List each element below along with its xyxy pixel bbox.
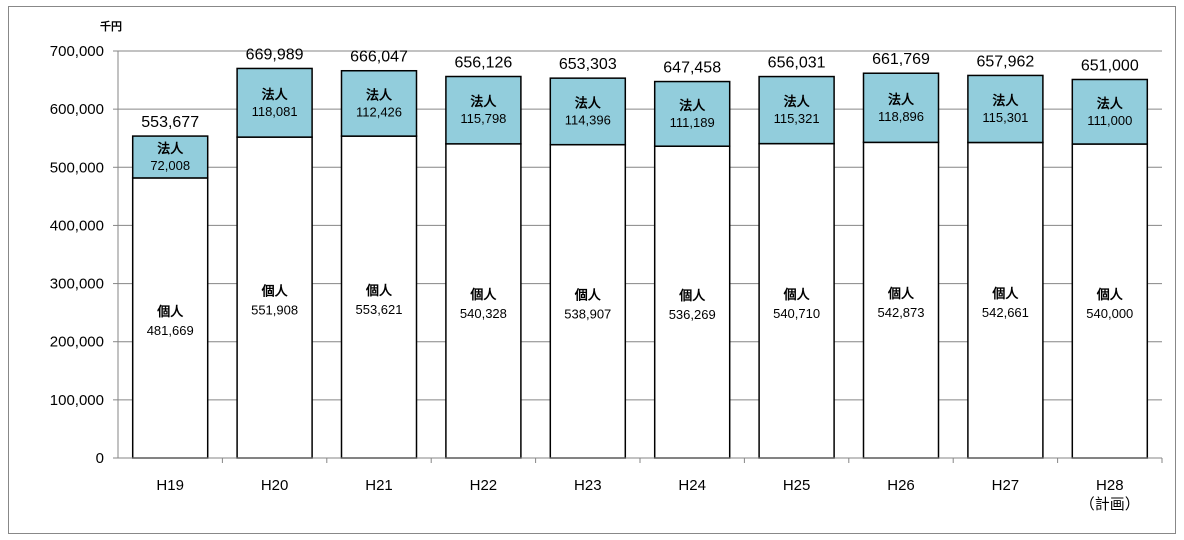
segment-name-label: 法人	[992, 93, 1019, 109]
data-label: 542,661	[982, 305, 1029, 320]
y-axis-unit-label: 千円	[100, 19, 122, 33]
total-label: 666,047	[350, 49, 408, 66]
x-tick-label: H27	[992, 477, 1020, 494]
bar-segment-kojin	[340, 135, 418, 459]
data-label: 118,081	[252, 104, 298, 119]
bar-segment-hojin	[758, 75, 835, 145]
x-tick-sublabel: （計画）	[1080, 496, 1140, 513]
segment-name-label: 法人	[679, 98, 706, 114]
y-tick-label: 500,000	[50, 159, 104, 176]
data-label: 551,908	[251, 303, 298, 318]
data-label: 111,189	[670, 115, 715, 130]
data-label: 115,301	[982, 110, 1028, 125]
bars: 法人72,008個人481,669553,677法人118,081個人551,9…	[131, 46, 1149, 459]
segment-name-label: 法人	[784, 94, 811, 110]
data-label: 114,396	[565, 112, 611, 127]
total-label: 656,031	[768, 55, 826, 72]
data-label: 542,873	[878, 305, 925, 320]
total-label: 661,769	[872, 51, 930, 68]
bar-segment-hojin	[653, 80, 731, 147]
segment-name-label: 個人	[1096, 287, 1124, 303]
total-label: 553,677	[141, 114, 199, 131]
segment-name-label: 個人	[991, 286, 1019, 302]
bar-segment-kojin	[1071, 143, 1149, 459]
total-label: 657,962	[976, 53, 1034, 70]
segment-name-label: 法人	[262, 87, 289, 103]
data-label: 111,000	[1087, 113, 1132, 128]
x-tick-label: H24	[678, 477, 706, 494]
bar-segment-kojin	[653, 145, 731, 459]
x-tick-label: H22	[470, 477, 498, 494]
segment-name-label: 個人	[469, 287, 497, 303]
total-label: 669,989	[246, 46, 304, 63]
data-label: 115,321	[774, 111, 820, 126]
segment-name-label: 法人	[1097, 96, 1124, 112]
data-label: 540,000	[1086, 306, 1133, 321]
y-tick-label: 600,000	[50, 101, 104, 118]
y-tick-label: 700,000	[50, 43, 104, 60]
y-tick-label: 400,000	[50, 217, 104, 234]
x-tick-label: H26	[887, 477, 915, 494]
segment-name-label: 法人	[575, 95, 602, 111]
bar-segment-hojin	[445, 75, 522, 145]
segment-name-label: 個人	[261, 284, 289, 300]
y-tick-label: 0	[96, 450, 104, 467]
data-label: 538,907	[564, 306, 611, 321]
data-label: 115,798	[460, 111, 506, 126]
data-label: 540,710	[773, 306, 820, 321]
total-label: 647,458	[663, 60, 721, 77]
bar-segment-kojin	[549, 143, 627, 459]
bar-segment-hojin	[862, 72, 940, 144]
segment-name-label: 法人	[366, 87, 393, 103]
y-tick-label: 100,000	[50, 392, 104, 409]
x-tick-label: H20	[261, 477, 289, 494]
bar-segment-kojin	[758, 142, 835, 459]
segment-name-label: 個人	[678, 288, 706, 304]
bar-segment-hojin	[236, 67, 313, 138]
bar-segment-hojin	[131, 135, 209, 179]
y-tick-label: 200,000	[50, 334, 104, 351]
data-label: 481,669	[147, 323, 194, 338]
x-tick-label: H23	[574, 477, 602, 494]
x-tick-label: H21	[365, 477, 393, 494]
segment-name-label: 個人	[156, 304, 184, 320]
data-label: 112,426	[356, 104, 402, 119]
y-axis: 0 100,000 200,000 300,000 400,000 500,000 600,…	[50, 43, 119, 467]
bar-segment-kojin	[236, 136, 313, 459]
segment-name-label: 法人	[888, 92, 915, 108]
x-tick-label: H28	[1096, 477, 1124, 494]
segment-name-label: 個人	[365, 283, 393, 299]
data-label: 540,328	[460, 306, 507, 321]
x-axis: H19 H20 H21 H22 H23 H24 H25 H26 H27 H28 （計画）	[118, 457, 1163, 513]
bar-segment-hojin	[340, 69, 418, 137]
data-label: 72,008	[150, 158, 190, 173]
segment-name-label: 法人	[157, 141, 184, 157]
data-label: 553,621	[356, 302, 403, 317]
x-tick-label: H19	[156, 477, 184, 494]
segment-name-label: 個人	[783, 287, 811, 303]
bar-segment-hojin	[1071, 78, 1149, 145]
segment-name-label: 個人	[574, 287, 602, 303]
data-label: 536,269	[669, 307, 716, 322]
segment-name-label: 法人	[470, 94, 497, 110]
total-label: 656,126	[454, 55, 512, 72]
bar-segment-hojin	[967, 74, 1044, 144]
bar-segment-hojin	[549, 77, 627, 146]
segment-name-label: 個人	[887, 286, 915, 302]
y-tick-label: 300,000	[50, 276, 104, 293]
data-label: 118,896	[878, 109, 924, 124]
x-tick-label: H25	[783, 477, 811, 494]
bar-segment-kojin	[862, 141, 940, 459]
total-label: 651,000	[1081, 57, 1139, 74]
total-label: 653,303	[559, 56, 617, 73]
